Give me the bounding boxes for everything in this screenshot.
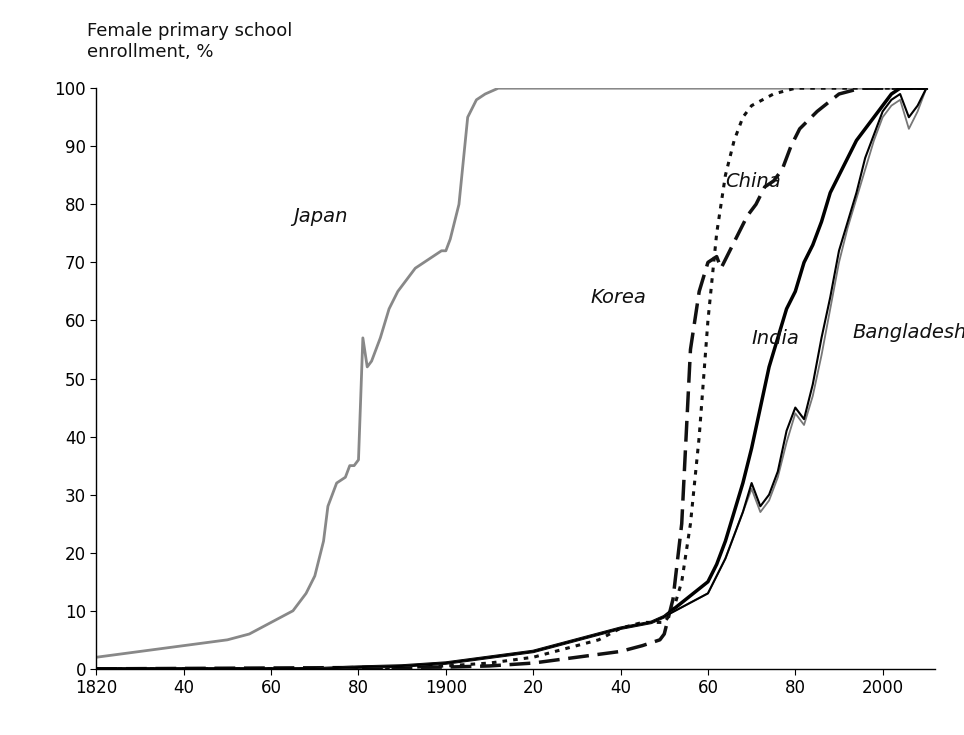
Text: Japan: Japan — [293, 207, 347, 226]
Text: India: India — [752, 329, 799, 348]
Text: China: China — [725, 172, 781, 191]
Text: Female primary school
enrollment, %: Female primary school enrollment, % — [87, 22, 292, 61]
Text: Bangladesh: Bangladesh — [852, 323, 964, 342]
Text: Korea: Korea — [590, 288, 646, 307]
